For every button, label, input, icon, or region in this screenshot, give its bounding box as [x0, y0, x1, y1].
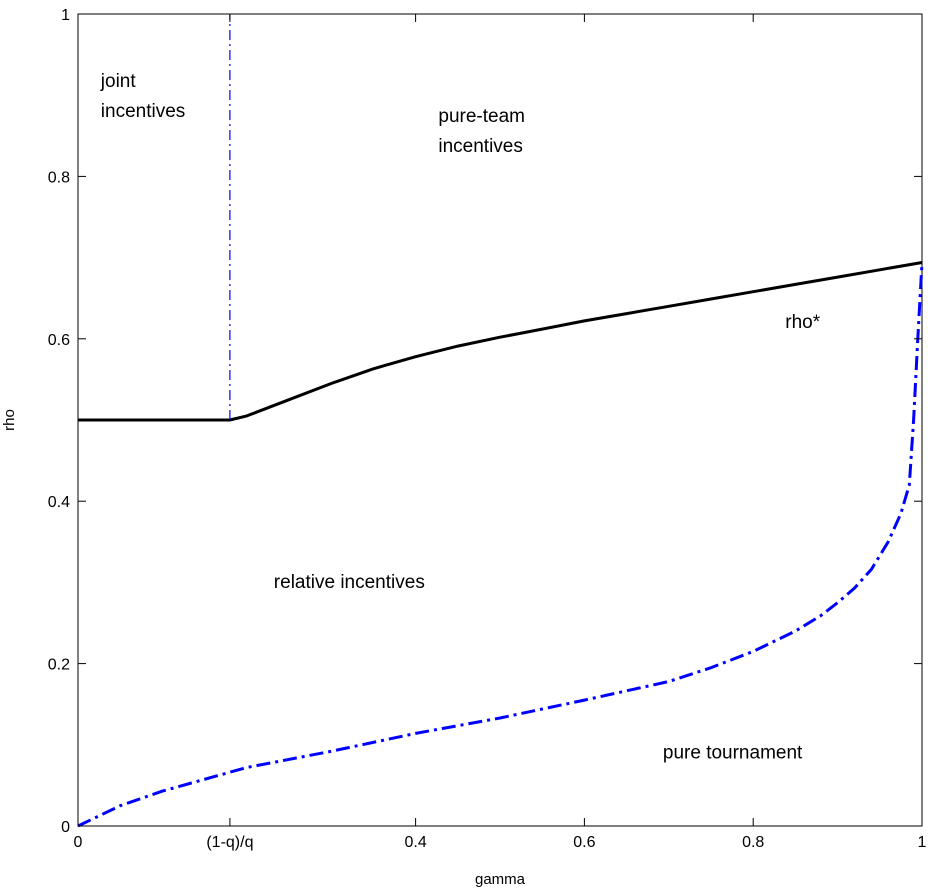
x-tick-label: 0.6	[573, 834, 595, 851]
region-annotation: joint	[100, 71, 137, 92]
region-annotation: pure-team	[438, 106, 525, 127]
region-annotation: rho*	[785, 312, 820, 333]
x-tick-label: (1-q)/q	[206, 834, 253, 851]
annotation-layer: joint incentives pure-team incentives rho* re…	[100, 71, 821, 764]
x-tick-label: 0	[74, 834, 83, 851]
series-line-2	[77, 262, 924, 828]
region-annotation: incentives	[438, 136, 523, 157]
y-tick-label: 0.8	[48, 169, 70, 186]
y-tick-label: 1	[61, 7, 70, 24]
y-axis-label: rho	[1, 409, 18, 431]
region-annotation: pure tournament	[663, 743, 803, 764]
series-line-1	[78, 261, 923, 422]
series-layer	[77, 14, 924, 828]
region-annotation: relative incentives	[274, 572, 425, 593]
x-axis-label: gamma	[475, 871, 526, 888]
x-tick-label: 1	[918, 834, 927, 851]
x-tick-label: 0.8	[742, 834, 764, 851]
y-tick-label: 0	[61, 819, 70, 836]
y-tick-label: 0.2	[48, 657, 70, 674]
tick-layer: 0 (1-q)/q 0.4 0.6 0.8 1 0 0.2 0.4 0.6 0.8 1	[48, 7, 927, 851]
y-tick-label: 0.6	[48, 332, 70, 349]
region-annotation: incentives	[101, 101, 185, 122]
y-tick-label: 0.4	[48, 494, 70, 511]
x-tick-label: 0.4	[404, 834, 426, 851]
